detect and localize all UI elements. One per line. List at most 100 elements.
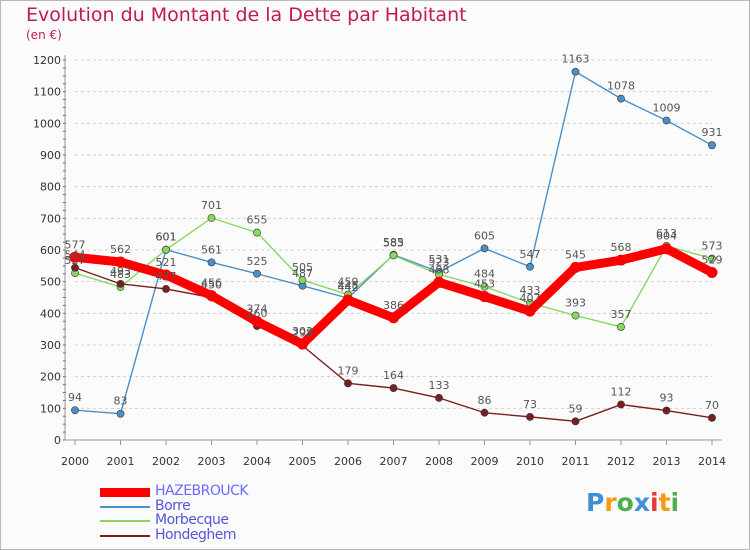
data-label: 605: [474, 229, 495, 242]
data-label: 453: [474, 278, 495, 291]
data-point: [706, 266, 718, 278]
data-point: [162, 245, 170, 254]
y-tick-label: 0: [54, 434, 61, 447]
y-tick-label: 700: [40, 212, 61, 225]
data-point: [388, 312, 399, 324]
data-labels: 94 83 601 561 525 487 448 585 531 605 547 1163 1078 1…: [65, 53, 723, 416]
data-label: 493: [110, 265, 131, 278]
data-point: [115, 256, 126, 268]
data-label: 450: [201, 279, 222, 292]
data-label: 562: [110, 243, 131, 256]
x-tick-label: 2004: [243, 455, 271, 468]
data-point: [479, 291, 490, 303]
data-label: 477: [156, 270, 177, 283]
data-point: [480, 244, 489, 253]
data-label: 655: [247, 214, 268, 227]
series-layer: [69, 67, 718, 426]
data-label: 573: [702, 240, 723, 253]
data-point: [571, 417, 580, 426]
data-label: 70: [705, 399, 719, 412]
data-point: [253, 269, 261, 278]
data-point: [389, 251, 398, 260]
data-label: 498: [429, 263, 450, 276]
data-label: 585: [383, 236, 404, 249]
data-label: 604: [656, 230, 677, 243]
x-tick-label: 2014: [698, 455, 726, 468]
x-tick-label: 2009: [471, 455, 499, 468]
data-point: [342, 294, 354, 306]
data-label: 529: [702, 253, 723, 266]
data-label: 93: [660, 392, 674, 405]
data-point: [615, 254, 627, 266]
legend-swatch: [100, 534, 150, 537]
data-label: 523: [429, 255, 450, 268]
x-tick-label: 2011: [562, 455, 590, 468]
data-label: 613: [656, 227, 677, 240]
legend-label: HAZEBROUCK: [155, 483, 249, 499]
y-tick-label: 100: [40, 402, 61, 415]
data-label: 133: [429, 379, 450, 392]
x-tick-label: 2006: [334, 455, 362, 468]
data-label: 86: [478, 394, 492, 407]
data-point: [433, 276, 445, 288]
x-tick-label: 2001: [107, 455, 135, 468]
data-point: [571, 311, 580, 320]
data-point: [344, 379, 352, 388]
data-point: [480, 408, 489, 417]
data-point: [160, 269, 172, 281]
y-tick-label: 400: [40, 307, 61, 320]
data-point: [617, 94, 625, 103]
y-tick-label: 300: [40, 339, 61, 352]
data-label: 931: [702, 126, 723, 139]
data-point: [71, 263, 79, 272]
data-label: 531: [429, 253, 450, 266]
legend-label: Hondeghem: [155, 526, 236, 543]
data-label: 547: [520, 248, 541, 261]
data-label: 407: [520, 292, 541, 305]
data-point: [526, 412, 534, 421]
data-point: [480, 282, 489, 291]
data-label: 577: [65, 238, 86, 251]
x-tick-label: 2013: [653, 455, 681, 468]
data-label: 525: [247, 255, 268, 268]
data-label: 601: [156, 231, 177, 244]
data-label: 484: [474, 268, 495, 281]
data-label: 505: [292, 261, 313, 274]
data-label: 568: [611, 241, 632, 254]
y-tick-label: 600: [40, 244, 61, 257]
data-point: [708, 254, 716, 263]
data-point: [708, 413, 716, 422]
legend-swatch: [100, 505, 150, 508]
data-label: 73: [523, 398, 537, 411]
unit-label: (en €): [26, 28, 62, 42]
x-tick-label: 2012: [607, 455, 635, 468]
data-point: [206, 290, 217, 302]
data-label: 1009: [653, 101, 681, 114]
data-label: 386: [383, 299, 404, 312]
data-point: [69, 251, 81, 263]
data-label: 545: [565, 248, 586, 261]
data-label: 456: [201, 277, 222, 290]
proxiti-logo: Proxiti: [586, 488, 680, 517]
data-point: [435, 393, 443, 402]
data-label: 561: [201, 243, 222, 256]
data-label: 601: [156, 231, 177, 244]
data-label: 583: [383, 236, 404, 249]
data-label: 544: [65, 249, 86, 262]
axes: 0 100 200 300 400 500 600 700 800 900 1000 1100 1200…: [33, 54, 726, 468]
data-point: [570, 261, 581, 273]
data-label: 1163: [562, 53, 590, 66]
y-tick-label: 1000: [33, 117, 61, 130]
data-label: 483: [110, 268, 131, 281]
data-point: [571, 67, 580, 76]
x-tick-label: 2002: [152, 455, 180, 468]
data-label: 487: [292, 267, 313, 280]
legend-label: Borre: [155, 497, 191, 514]
x-tick-label: 2005: [289, 455, 317, 468]
data-label: 374: [247, 303, 268, 316]
data-label: 360: [247, 307, 268, 320]
data-label: 94: [68, 391, 82, 404]
line-chart: 0 100 200 300 400 500 600 700 800 900 1000 1100 1200…: [33, 53, 726, 468]
y-tick-label: 800: [40, 181, 61, 194]
data-point: [298, 276, 307, 284]
